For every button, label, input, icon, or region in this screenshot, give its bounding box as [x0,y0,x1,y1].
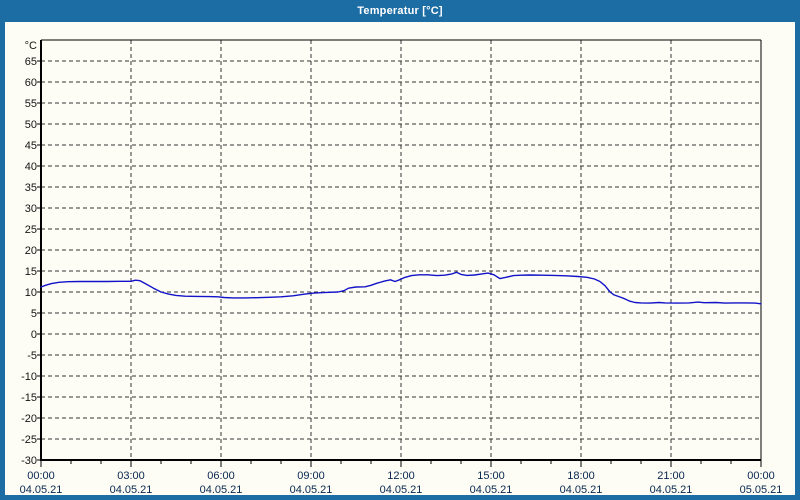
x-tick-date-label: 04.05.21 [380,484,423,496]
y-tick-label: 35 [25,182,37,194]
y-tick-label: 60 [25,77,37,89]
x-tick-time-label: 12:00 [387,470,415,482]
x-tick-time-label: 18:00 [567,470,595,482]
y-tick-label: 30 [25,203,37,215]
y-tick-label: 0 [31,329,37,341]
x-tick-time-label: 15:00 [477,470,505,482]
y-tick-label: 45 [25,140,37,152]
x-tick-date-label: 05.05.21 [740,484,783,496]
x-tick-date-label: 04.05.21 [560,484,603,496]
y-tick-label: -5 [27,350,37,362]
x-tick-time-label: 21:00 [657,470,685,482]
y-tick-label: -15 [21,392,37,404]
x-tick-date-label: 04.05.21 [110,484,153,496]
x-tick-time-label: 03:00 [117,470,145,482]
x-tick-time-label: 00:00 [27,470,55,482]
y-tick-label: 10 [25,287,37,299]
x-tick-time-label: 00:00 [747,470,775,482]
y-tick-label: 40 [25,161,37,173]
y-tick-label: -30 [21,455,37,467]
y-tick-label: -10 [21,371,37,383]
y-tick-label: 5 [31,308,37,320]
x-tick-date-label: 04.05.21 [200,484,243,496]
x-tick-date-label: 04.05.21 [20,484,63,496]
y-tick-label: 20 [25,245,37,257]
temperature-line [40,271,762,305]
x-tick-date-label: 04.05.21 [650,484,693,496]
x-tick-time-label: 09:00 [297,470,325,482]
window-title: Temperatur [°C] [357,5,443,17]
y-axis-unit-label: °C [25,40,37,52]
y-tick-label: -20 [21,413,37,425]
y-tick-label: 55 [25,98,37,110]
y-tick-label: 25 [25,224,37,236]
x-tick-date-label: 04.05.21 [470,484,513,496]
x-tick-date-label: 04.05.21 [290,484,333,496]
y-tick-label: -25 [21,434,37,446]
window-titlebar[interactable]: Temperatur [°C] [0,0,800,22]
y-tick-label: 50 [25,119,37,131]
x-tick-time-label: 06:00 [207,470,235,482]
y-tick-label: 15 [25,266,37,278]
y-tick-label: 65 [25,56,37,68]
